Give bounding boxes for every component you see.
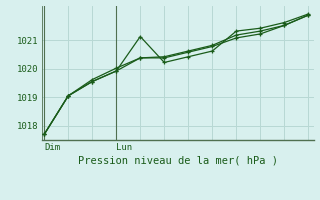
- X-axis label: Pression niveau de la mer( hPa ): Pression niveau de la mer( hPa ): [77, 156, 278, 166]
